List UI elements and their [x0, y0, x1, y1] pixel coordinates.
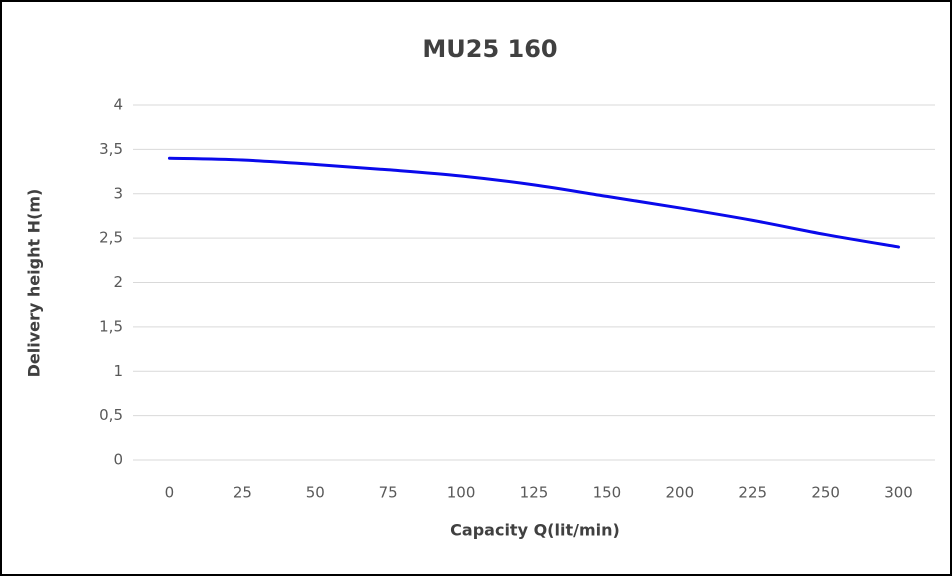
y-tick-label: 1,5 [99, 317, 123, 335]
x-tick-label: 100 [447, 484, 476, 502]
y-tick-label: 3 [113, 184, 123, 202]
x-tick-label: 50 [306, 484, 325, 502]
x-tick-label: 300 [884, 484, 913, 502]
x-tick-label: 125 [520, 484, 549, 502]
y-axis-title: Delivery height H(m) [25, 189, 44, 378]
x-tick-label: 75 [379, 484, 398, 502]
x-tick-label: 150 [593, 484, 622, 502]
chart-title: MU25 160 [422, 35, 557, 63]
y-tick-label: 2,5 [99, 229, 123, 247]
y-tick-label: 0,5 [99, 406, 123, 424]
x-tick-label: 200 [665, 484, 694, 502]
y-tick-label: 0 [113, 451, 123, 469]
x-tick-label: 0 [165, 484, 175, 502]
x-axis-title: Capacity Q(lit/min) [450, 521, 620, 540]
x-tick-label: 250 [811, 484, 840, 502]
x-tick-label: 25 [233, 484, 252, 502]
data-line [167, 156, 901, 249]
y-tick-label: 1 [113, 362, 123, 380]
x-tick-label: 225 [738, 484, 767, 502]
y-tick-label: 4 [113, 96, 123, 114]
y-tick-label: 2 [113, 273, 123, 291]
y-tick-label: 3,5 [99, 140, 123, 158]
